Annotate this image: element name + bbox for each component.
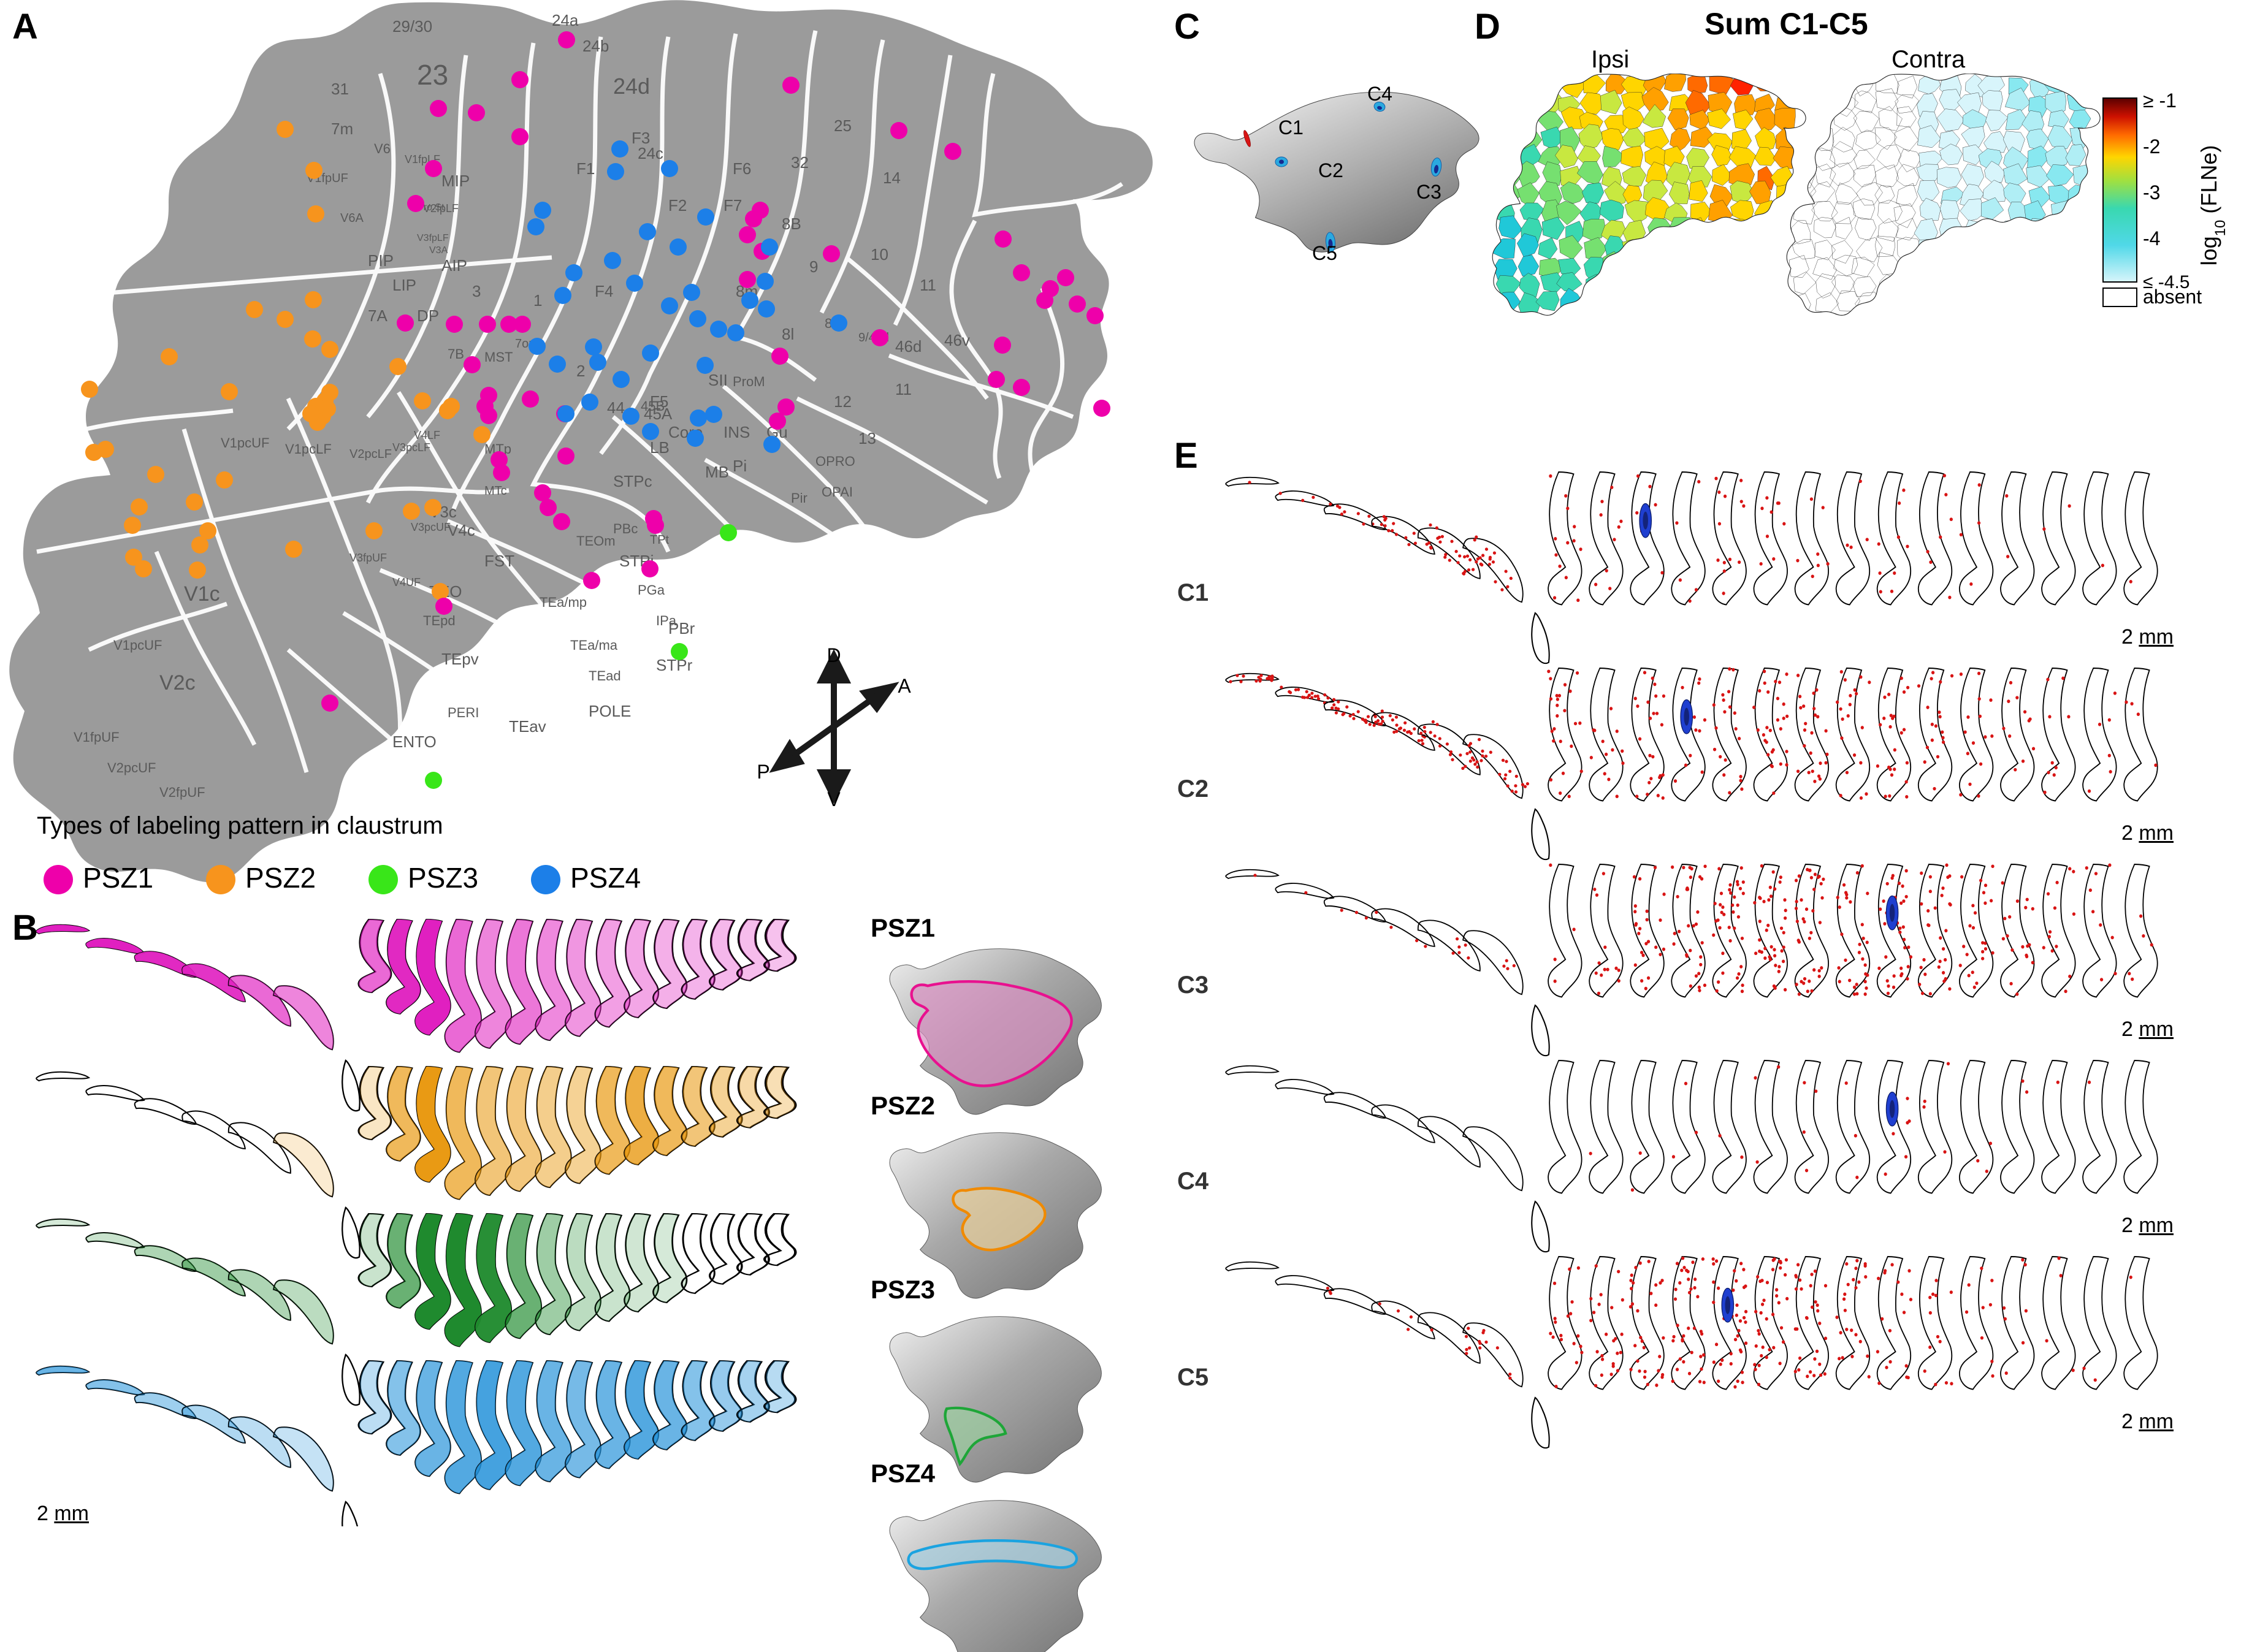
svg-text:absent: absent [2143, 286, 2202, 308]
svg-text:-3: -3 [2143, 181, 2160, 204]
svg-text:-2: -2 [2143, 135, 2160, 158]
svg-text:D: D [827, 647, 841, 666]
svg-text:PSZ2: PSZ2 [245, 862, 316, 894]
svg-text:P: P [757, 761, 769, 783]
svg-text:-4: -4 [2143, 227, 2160, 249]
svg-text:log10 (FLNe): log10 (FLNe) [2196, 145, 2229, 266]
svg-text:V: V [827, 788, 841, 806]
svg-text:PSZ4: PSZ4 [570, 862, 641, 894]
svg-text:A: A [898, 675, 911, 697]
svg-text:PSZ3: PSZ3 [408, 862, 478, 894]
svg-text:PSZ1: PSZ1 [83, 862, 153, 894]
svg-text:≥ -1: ≥ -1 [2143, 92, 2177, 112]
